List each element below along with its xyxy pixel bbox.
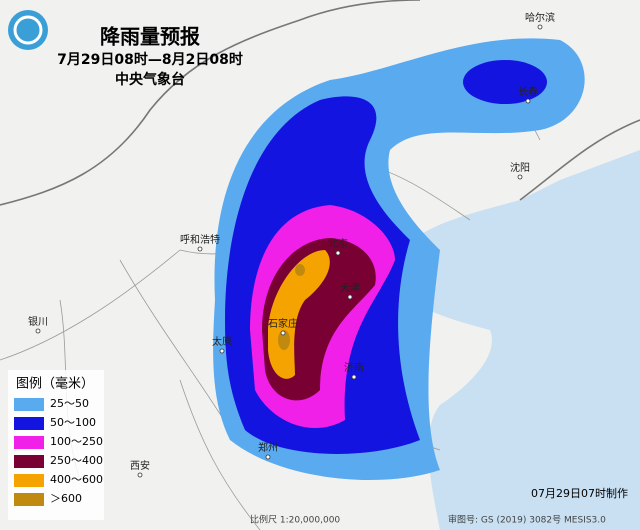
city-dot — [335, 250, 341, 256]
rain-area — [278, 330, 290, 350]
city-dot — [280, 330, 286, 336]
city-label: 呼和浩特 — [180, 234, 220, 246]
legend-swatch — [14, 493, 44, 506]
city-dot — [517, 174, 523, 180]
made-time: 07月29日07时制作 — [531, 487, 628, 500]
city-dot — [265, 454, 271, 460]
rain-layers — [213, 38, 585, 480]
city-label: 太原 — [212, 335, 232, 348]
city-label: 西安 — [130, 459, 150, 472]
city-label: 济南 — [344, 361, 364, 374]
logo — [13, 15, 43, 45]
city-dot — [525, 98, 531, 104]
legend-swatch — [14, 398, 44, 411]
city-label: 银川 — [28, 315, 48, 328]
legend-label: ＞600 — [50, 492, 82, 505]
city-dot — [351, 374, 357, 380]
border — [0, 0, 421, 206]
city-label: 沈阳 — [510, 161, 530, 174]
legend-label: 250～400 — [50, 454, 103, 467]
city-label: 石家庄 — [268, 317, 298, 330]
border — [519, 119, 640, 201]
city-dot — [35, 328, 41, 334]
title: 降雨量预报 — [100, 25, 200, 49]
city-label: 哈尔滨 — [525, 11, 555, 24]
legend-swatch — [14, 417, 44, 430]
legend-swatch — [14, 436, 44, 449]
legend-label: 400～600 — [50, 473, 103, 486]
legend-title: 图例（毫米） — [16, 376, 94, 392]
city-label: 长春 — [518, 86, 538, 98]
city-label: 北京 — [328, 237, 348, 250]
rain-area — [463, 60, 547, 104]
city-dot — [197, 246, 203, 252]
legend-swatch — [14, 455, 44, 468]
city-dot — [219, 348, 225, 354]
rain-area — [295, 264, 305, 276]
scale: 比例尺 1:20,000,000 — [250, 514, 340, 526]
legend-label: 100～250 — [50, 435, 103, 448]
approval: 审图号: GS (2019) 3082号 MESIS3.0 — [448, 514, 606, 526]
city-dot — [137, 472, 143, 478]
legend-label: 25～50 — [50, 397, 89, 410]
legend-swatch — [14, 474, 44, 487]
legend-label: 50～100 — [50, 416, 96, 429]
issuer: 中央气象台 — [115, 71, 185, 88]
city-label: 天津 — [340, 282, 360, 294]
period: 7月29日08时—8月2日08时 — [57, 51, 243, 68]
legend: 25～50 50～100 100～250 250～400 400～600 ＞600 — [14, 397, 103, 506]
city-label: 郑州 — [258, 441, 278, 454]
city-dot — [347, 294, 353, 300]
city-dot — [537, 24, 543, 30]
sea — [400, 150, 640, 530]
